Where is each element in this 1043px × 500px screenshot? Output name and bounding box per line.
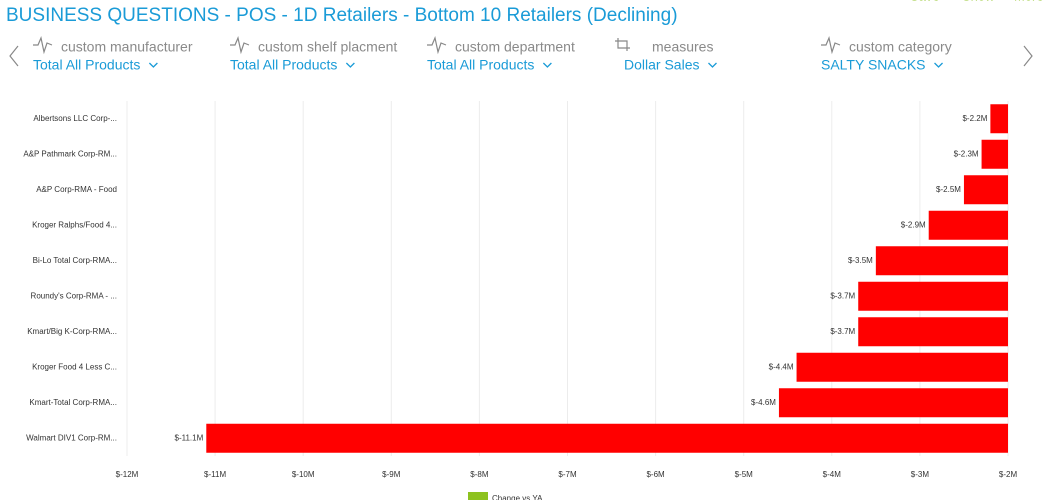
y-tick-label: A&P Corp-RMA - Food bbox=[36, 185, 117, 194]
bar bbox=[928, 210, 1008, 240]
bar bbox=[858, 317, 1008, 347]
y-tick-label: Bi-Lo Total Corp-RMA... bbox=[33, 256, 117, 265]
y-tick-label: Albertsons LLC Corp-... bbox=[33, 114, 117, 123]
y-tick-label: Kroger Food 4 Less C... bbox=[32, 362, 117, 371]
dropdown-caret[interactable] bbox=[542, 62, 552, 68]
filter-label[interactable]: custom manufacturer bbox=[61, 39, 193, 55]
x-tick-label: $-11M bbox=[204, 470, 226, 479]
prev-arrow[interactable] bbox=[9, 45, 19, 67]
x-tick-label: $-2M bbox=[999, 470, 1018, 479]
y-tick-label: Kroger Ralphs/Food 4... bbox=[32, 220, 117, 229]
y-tick-label: Roundy's Corp-RMA - ... bbox=[31, 291, 117, 300]
data-label: $-4.4M bbox=[769, 362, 794, 371]
data-label: $-3.5M bbox=[848, 256, 873, 265]
data-label: $-3.7M bbox=[830, 291, 855, 300]
y-tick-label: Walmart DIV1 Corp-RM... bbox=[26, 433, 117, 442]
dropdown-caret[interactable] bbox=[934, 62, 943, 68]
filter-value[interactable]: SALTY SNACKS bbox=[821, 57, 926, 73]
filter-value[interactable]: Total All Products bbox=[230, 57, 337, 73]
header-action[interactable]: Show bbox=[962, 0, 995, 3]
x-tick-label: $-4M bbox=[823, 470, 842, 479]
y-tick-label: Kmart-Total Corp-RMA... bbox=[29, 398, 117, 407]
header-action[interactable]: Save bbox=[910, 0, 940, 3]
bar bbox=[778, 388, 1008, 418]
y-tick-label: A&P Pathmark Corp-RM... bbox=[23, 149, 117, 158]
x-tick-label: $-6M bbox=[646, 470, 665, 479]
data-label: $-2.2M bbox=[962, 114, 987, 123]
x-tick-label: $-9M bbox=[382, 470, 401, 479]
filter-value[interactable]: Dollar Sales bbox=[624, 57, 699, 73]
dropdown-caret[interactable] bbox=[148, 62, 158, 68]
bar bbox=[875, 246, 1008, 276]
filter-label[interactable]: custom shelf placment bbox=[258, 39, 397, 55]
page-title: BUSINESS QUESTIONS - POS - 1D Retailers … bbox=[6, 5, 678, 26]
x-tick-label: $-7M bbox=[558, 470, 577, 479]
filter-label[interactable]: measures bbox=[652, 39, 713, 55]
bar bbox=[981, 139, 1008, 169]
y-tick-label: Kmart/Big K-Corp-RMA... bbox=[27, 327, 117, 336]
legend-label[interactable]: Change vs YA bbox=[492, 494, 543, 500]
bar bbox=[963, 175, 1008, 205]
x-tick-label: $-5M bbox=[735, 470, 754, 479]
filter-value[interactable]: Total All Products bbox=[427, 57, 534, 73]
data-label: $-2.3M bbox=[954, 149, 979, 158]
filter-icon bbox=[615, 38, 630, 51]
bar bbox=[206, 423, 1009, 453]
data-label: $-11.1M bbox=[175, 433, 204, 442]
bar bbox=[990, 104, 1008, 134]
data-label: $-4.6M bbox=[751, 398, 776, 407]
x-tick-label: $-12M bbox=[116, 470, 139, 479]
header-action[interactable]: More bbox=[1014, 0, 1043, 3]
data-label: $-2.9M bbox=[901, 220, 926, 229]
x-tick-label: $-10M bbox=[292, 470, 315, 479]
legend-swatch bbox=[468, 492, 488, 500]
next-arrow[interactable] bbox=[1023, 45, 1033, 67]
filter-icon bbox=[821, 36, 841, 55]
dropdown-caret[interactable] bbox=[345, 62, 355, 68]
filter-label[interactable]: custom department bbox=[455, 39, 575, 55]
bar bbox=[796, 352, 1008, 382]
x-tick-label: $-3M bbox=[911, 470, 930, 479]
filter-value[interactable]: Total All Products bbox=[33, 57, 140, 73]
x-tick-label: $-8M bbox=[470, 470, 489, 479]
data-label: $-3.7M bbox=[830, 327, 855, 336]
filter-icon bbox=[427, 36, 447, 55]
data-label: $-2.5M bbox=[936, 185, 961, 194]
filter-icon bbox=[230, 36, 250, 55]
bar bbox=[858, 281, 1008, 311]
filter-label[interactable]: custom category bbox=[849, 39, 952, 55]
dropdown-caret[interactable] bbox=[708, 62, 717, 68]
filter-icon bbox=[33, 36, 53, 55]
